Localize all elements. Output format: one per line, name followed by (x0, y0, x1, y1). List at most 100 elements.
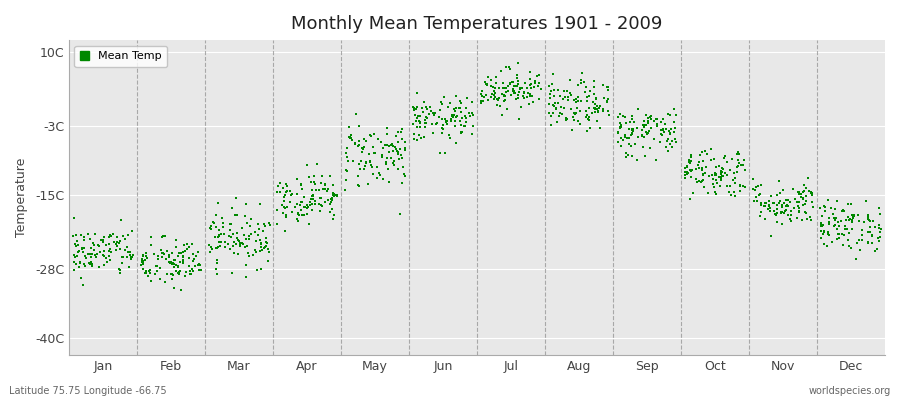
Point (709, 163, 724, 170)
Point (412, 124, 427, 131)
Point (143, 234, 157, 240)
Point (217, 231, 231, 237)
Point (243, 216, 257, 222)
Point (110, 234, 124, 240)
Point (305, 207, 320, 213)
Point (572, 98, 586, 104)
Point (453, 98, 467, 104)
Point (433, 107, 447, 114)
Point (112, 238, 127, 244)
Point (792, 208, 806, 214)
Point (465, 123, 480, 129)
Point (577, 79, 591, 86)
Point (302, 220, 316, 227)
Point (736, 156, 751, 163)
Point (528, 78, 543, 84)
Point (457, 122, 472, 129)
Point (84, 254, 98, 260)
Point (465, 110, 480, 116)
Point (143, 267, 157, 273)
Point (845, 217, 859, 224)
Point (714, 177, 728, 184)
Point (116, 253, 130, 260)
Point (639, 111, 653, 118)
Point (110, 242, 124, 249)
Point (184, 271, 198, 277)
Point (466, 112, 481, 119)
Point (455, 129, 470, 136)
Point (713, 183, 727, 190)
Point (500, 85, 514, 92)
Point (833, 218, 848, 224)
Point (693, 152, 707, 158)
Point (98, 242, 112, 249)
Point (86, 240, 100, 246)
Point (641, 118, 655, 124)
Point (851, 237, 866, 243)
Point (844, 245, 859, 251)
Point (385, 140, 400, 147)
Point (488, 85, 502, 91)
Point (548, 100, 562, 106)
Point (554, 104, 568, 110)
Point (92, 243, 106, 250)
Point (706, 184, 721, 191)
Point (233, 241, 248, 248)
Point (842, 230, 857, 236)
Point (80, 250, 94, 257)
Point (602, 112, 616, 118)
Point (637, 122, 652, 128)
Point (629, 157, 643, 164)
Point (306, 192, 320, 199)
Point (710, 180, 724, 186)
Point (212, 239, 226, 246)
Point (338, 150, 353, 156)
Point (210, 260, 224, 266)
Point (155, 250, 169, 256)
Point (528, 80, 543, 86)
Point (681, 159, 696, 165)
Point (664, 138, 679, 144)
Point (761, 202, 776, 209)
Point (339, 144, 354, 151)
Point (193, 262, 207, 268)
Point (832, 235, 846, 242)
Point (720, 158, 734, 165)
Point (653, 127, 668, 134)
Point (488, 94, 502, 100)
Point (458, 114, 473, 121)
Point (573, 80, 588, 86)
Point (395, 155, 410, 162)
Point (596, 106, 610, 113)
Point (597, 95, 611, 101)
Title: Monthly Mean Temperatures 1901 - 2009: Monthly Mean Temperatures 1901 - 2009 (292, 15, 662, 33)
Point (382, 178, 396, 185)
Point (510, 78, 525, 85)
Point (726, 189, 741, 195)
Point (797, 182, 812, 188)
Point (477, 93, 491, 100)
Point (356, 145, 370, 152)
Point (76, 249, 90, 255)
Point (235, 240, 249, 246)
Point (508, 90, 522, 96)
Point (238, 232, 252, 238)
Point (770, 192, 784, 198)
Point (182, 244, 196, 250)
Point (641, 120, 655, 126)
Text: worldspecies.org: worldspecies.org (809, 386, 891, 396)
Point (696, 157, 710, 164)
Point (581, 114, 596, 120)
Point (173, 268, 187, 274)
Point (569, 99, 583, 105)
Point (797, 188, 812, 194)
Point (600, 99, 615, 105)
Point (498, 93, 512, 99)
Point (559, 115, 573, 121)
Point (438, 119, 453, 126)
Point (861, 228, 876, 235)
Point (678, 169, 692, 175)
Point (733, 188, 747, 194)
Point (748, 186, 762, 193)
Point (202, 242, 216, 248)
